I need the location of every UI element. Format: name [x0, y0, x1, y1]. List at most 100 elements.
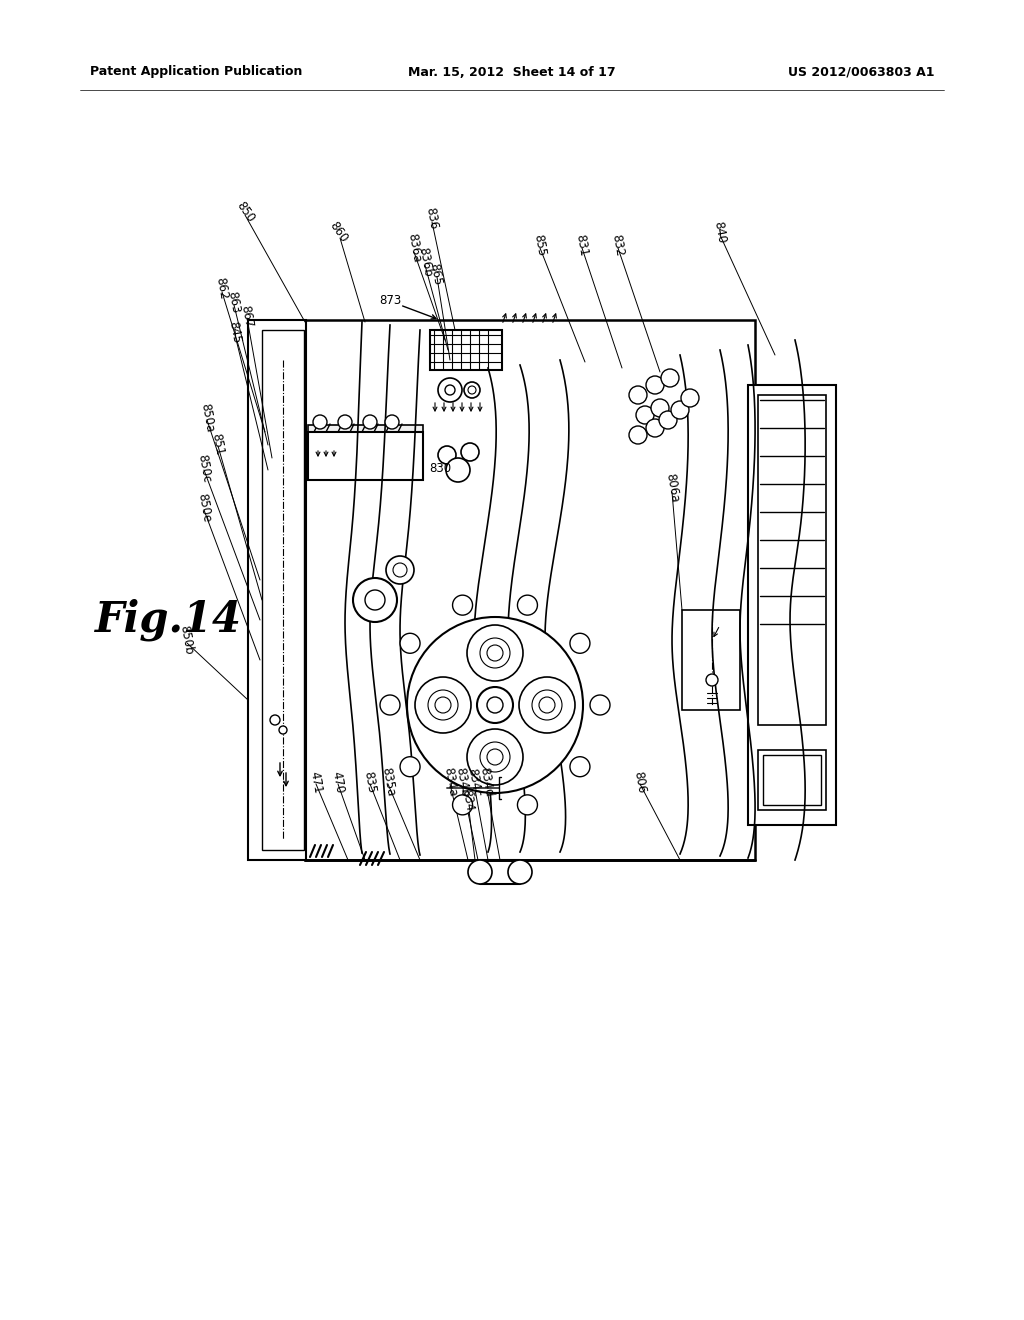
Text: 873: 873	[379, 293, 401, 306]
Circle shape	[487, 645, 503, 661]
Circle shape	[480, 638, 510, 668]
Circle shape	[517, 595, 538, 615]
Text: 834c: 834c	[465, 767, 483, 797]
Bar	[758, 395, 826, 725]
Text: 834a: 834a	[441, 767, 459, 797]
Text: 836: 836	[424, 206, 440, 230]
Text: 835: 835	[361, 770, 378, 795]
Circle shape	[438, 378, 462, 403]
Circle shape	[435, 697, 451, 713]
Circle shape	[590, 696, 610, 715]
Circle shape	[629, 426, 647, 444]
Bar	[748, 385, 836, 825]
Bar	[308, 425, 423, 436]
Circle shape	[467, 729, 523, 785]
Bar	[262, 330, 304, 850]
Text: 835a: 835a	[379, 767, 397, 797]
Circle shape	[487, 748, 503, 766]
Bar	[305, 319, 755, 861]
Circle shape	[385, 414, 399, 429]
Text: US 2012/0063803 A1: US 2012/0063803 A1	[788, 66, 935, 78]
Circle shape	[662, 370, 679, 387]
Circle shape	[461, 444, 479, 461]
Circle shape	[453, 595, 472, 615]
Text: 851: 851	[210, 432, 226, 457]
Circle shape	[671, 401, 689, 418]
Bar	[763, 755, 821, 805]
Text: 471: 471	[307, 770, 325, 795]
Circle shape	[407, 616, 583, 793]
Circle shape	[532, 690, 562, 719]
Circle shape	[570, 756, 590, 776]
Circle shape	[539, 697, 555, 713]
Circle shape	[477, 686, 513, 723]
Circle shape	[517, 795, 538, 814]
Circle shape	[438, 446, 456, 465]
Circle shape	[480, 742, 510, 772]
Text: 862: 862	[214, 276, 230, 300]
Circle shape	[386, 556, 414, 583]
Circle shape	[570, 634, 590, 653]
Text: 836a: 836a	[406, 232, 423, 264]
Text: 850c: 850c	[196, 453, 213, 483]
Circle shape	[464, 381, 480, 399]
Circle shape	[508, 861, 532, 884]
Text: 806a: 806a	[663, 473, 681, 504]
Circle shape	[453, 795, 472, 814]
Text: 834d: 834d	[477, 766, 495, 797]
Circle shape	[415, 677, 471, 733]
Text: 855: 855	[531, 232, 548, 257]
Circle shape	[362, 414, 377, 429]
Bar	[430, 330, 502, 370]
Circle shape	[270, 715, 280, 725]
Circle shape	[400, 756, 420, 776]
Text: Fig.14: Fig.14	[94, 599, 242, 642]
Text: 860: 860	[327, 219, 350, 244]
Circle shape	[651, 399, 669, 417]
Bar	[308, 432, 423, 480]
Bar	[248, 319, 306, 861]
Circle shape	[629, 385, 647, 404]
Circle shape	[279, 726, 287, 734]
Text: Patent Application Publication: Patent Application Publication	[90, 66, 302, 78]
Text: 850a: 850a	[198, 403, 216, 433]
Text: 850b: 850b	[177, 624, 195, 656]
Text: 834b: 834b	[453, 766, 471, 797]
Text: 850: 850	[233, 199, 257, 224]
Bar	[758, 750, 826, 810]
Circle shape	[393, 564, 407, 577]
Circle shape	[365, 590, 385, 610]
Circle shape	[445, 385, 455, 395]
Circle shape	[468, 861, 492, 884]
Circle shape	[646, 418, 664, 437]
Circle shape	[519, 677, 575, 733]
Text: 470: 470	[330, 770, 346, 795]
Text: 867: 867	[239, 304, 255, 329]
Text: 836b: 836b	[416, 247, 434, 277]
Circle shape	[428, 690, 458, 719]
Circle shape	[706, 675, 718, 686]
Text: 850e: 850e	[195, 492, 213, 524]
Text: 840: 840	[712, 220, 728, 244]
Text: 830: 830	[429, 462, 451, 474]
Circle shape	[487, 697, 503, 713]
Circle shape	[380, 696, 400, 715]
Circle shape	[338, 414, 352, 429]
Text: 865: 865	[428, 261, 444, 286]
Circle shape	[468, 385, 476, 393]
Circle shape	[313, 414, 327, 429]
Circle shape	[659, 411, 677, 429]
Text: Mar. 15, 2012  Sheet 14 of 17: Mar. 15, 2012 Sheet 14 of 17	[409, 66, 615, 78]
Text: 832: 832	[609, 232, 627, 257]
Circle shape	[681, 389, 699, 407]
Circle shape	[400, 634, 420, 653]
Circle shape	[353, 578, 397, 622]
Text: 863: 863	[225, 290, 243, 314]
Circle shape	[446, 458, 470, 482]
Text: 845: 845	[226, 319, 244, 345]
Circle shape	[636, 407, 654, 424]
Bar	[682, 610, 740, 710]
Text: 834: 834	[460, 788, 476, 812]
Circle shape	[467, 624, 523, 681]
Text: 831: 831	[573, 232, 590, 257]
